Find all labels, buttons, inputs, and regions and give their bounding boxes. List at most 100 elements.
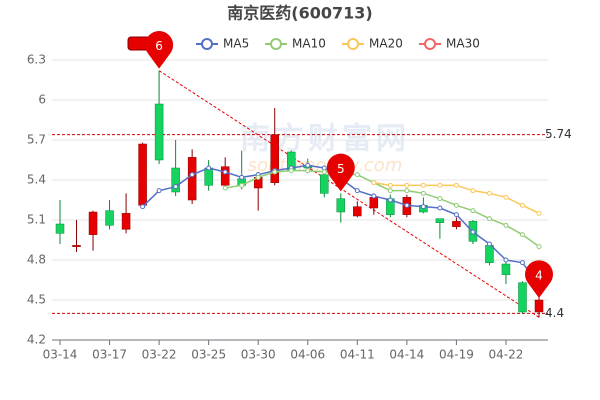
ma-point bbox=[453, 212, 459, 218]
ma-point bbox=[486, 190, 492, 196]
candle-body bbox=[55, 223, 65, 234]
legend-label: MA30 bbox=[446, 37, 480, 51]
annotation-label: 6 bbox=[155, 39, 163, 53]
ma-point bbox=[503, 194, 509, 200]
ma-point bbox=[470, 188, 476, 194]
candle-body bbox=[187, 157, 197, 201]
legend-label: MA20 bbox=[369, 37, 403, 51]
ma-point bbox=[420, 190, 426, 196]
candle-body bbox=[204, 167, 213, 186]
candle-body bbox=[270, 134, 279, 183]
ma-point bbox=[387, 182, 393, 188]
ma-point bbox=[519, 232, 525, 238]
candle-body bbox=[88, 211, 98, 235]
ma-point bbox=[420, 182, 426, 188]
candle-body bbox=[220, 166, 230, 186]
ma-point bbox=[173, 184, 179, 190]
y-tick-label: 6.3 bbox=[27, 53, 46, 67]
candle-body bbox=[452, 221, 461, 227]
candle-body bbox=[435, 218, 445, 223]
ma-point bbox=[486, 216, 492, 222]
annotation-pin bbox=[145, 31, 174, 69]
candle-body bbox=[336, 198, 346, 213]
x-tick-label: 04-06 bbox=[290, 348, 325, 362]
legend-label: MA5 bbox=[223, 37, 249, 51]
ma-point bbox=[288, 168, 294, 174]
candle-body bbox=[320, 174, 329, 194]
ma-point bbox=[222, 169, 228, 175]
ma-point bbox=[437, 196, 443, 202]
annotation-label: 4 bbox=[535, 269, 543, 283]
ma-point bbox=[503, 222, 509, 228]
annotation-pin bbox=[326, 153, 355, 192]
ma-point bbox=[404, 188, 410, 194]
candle-body bbox=[353, 206, 362, 217]
y-tick-label: 4.5 bbox=[27, 293, 46, 307]
trend-line bbox=[158, 70, 540, 318]
ma-point bbox=[453, 202, 459, 208]
ma-point bbox=[437, 182, 443, 188]
watermark: 南方财富网 bbox=[240, 122, 410, 157]
candle-body bbox=[518, 282, 527, 313]
y-tick-label: 4.8 bbox=[27, 253, 46, 267]
candle-body bbox=[154, 103, 164, 161]
ma-point bbox=[305, 162, 311, 168]
ma-point bbox=[354, 172, 360, 178]
candle-body bbox=[105, 210, 114, 226]
ma-point bbox=[536, 244, 542, 250]
ma-point bbox=[222, 185, 228, 191]
ma-point bbox=[321, 165, 327, 171]
y-tick-label: 6 bbox=[38, 93, 46, 107]
ma-point bbox=[536, 210, 542, 216]
ma-point bbox=[519, 202, 525, 208]
ma-point bbox=[255, 174, 261, 180]
ma-point bbox=[140, 204, 146, 210]
legend-label: MA10 bbox=[292, 37, 326, 51]
legend-swatch bbox=[424, 38, 436, 50]
reference-label: 5.74 bbox=[545, 127, 572, 141]
ma-point bbox=[272, 169, 278, 175]
candle-body bbox=[171, 167, 180, 193]
candle-body bbox=[534, 299, 544, 313]
ma-point bbox=[387, 197, 393, 203]
candle-body bbox=[485, 245, 494, 263]
x-tick-label: 04-22 bbox=[489, 348, 524, 362]
ma-point bbox=[453, 182, 459, 188]
y-tick-label: 5.1 bbox=[27, 213, 46, 227]
ma-point bbox=[189, 172, 195, 178]
ma-point bbox=[354, 188, 360, 194]
ma-point bbox=[305, 168, 311, 174]
x-tick-label: 04-14 bbox=[389, 348, 424, 362]
candle-body bbox=[72, 245, 81, 247]
x-tick-label: 04-11 bbox=[340, 348, 375, 362]
x-tick-label: 04-19 bbox=[439, 348, 474, 362]
ma-point bbox=[437, 205, 443, 211]
ma-point bbox=[486, 241, 492, 247]
ma-point bbox=[156, 188, 162, 194]
ma-line bbox=[225, 169, 540, 248]
x-tick-label: 03-17 bbox=[92, 348, 127, 362]
y-tick-label: 5.4 bbox=[27, 173, 46, 187]
chart-title: 南京医药(600713) bbox=[227, 4, 372, 23]
ma-point bbox=[371, 193, 377, 199]
ma-point bbox=[387, 188, 393, 194]
annotation-label: 5 bbox=[337, 162, 345, 176]
ma-point bbox=[371, 180, 377, 186]
ma-point bbox=[470, 229, 476, 235]
ma-point bbox=[321, 169, 327, 175]
y-tick-label: 4.2 bbox=[27, 333, 46, 347]
candle-body bbox=[121, 213, 131, 230]
ma-point bbox=[239, 174, 245, 180]
legend-swatch bbox=[270, 38, 282, 50]
annotation-pin bbox=[525, 260, 553, 298]
candle-body bbox=[369, 197, 379, 209]
ma-point bbox=[404, 202, 410, 208]
x-tick-label: 03-25 bbox=[191, 348, 226, 362]
y-tick-label: 5.7 bbox=[27, 133, 46, 147]
ma-point bbox=[470, 208, 476, 214]
x-tick-label: 03-22 bbox=[142, 348, 177, 362]
x-tick-label: 03-14 bbox=[43, 348, 78, 362]
candle-body bbox=[138, 143, 147, 206]
ma-point bbox=[519, 260, 525, 266]
